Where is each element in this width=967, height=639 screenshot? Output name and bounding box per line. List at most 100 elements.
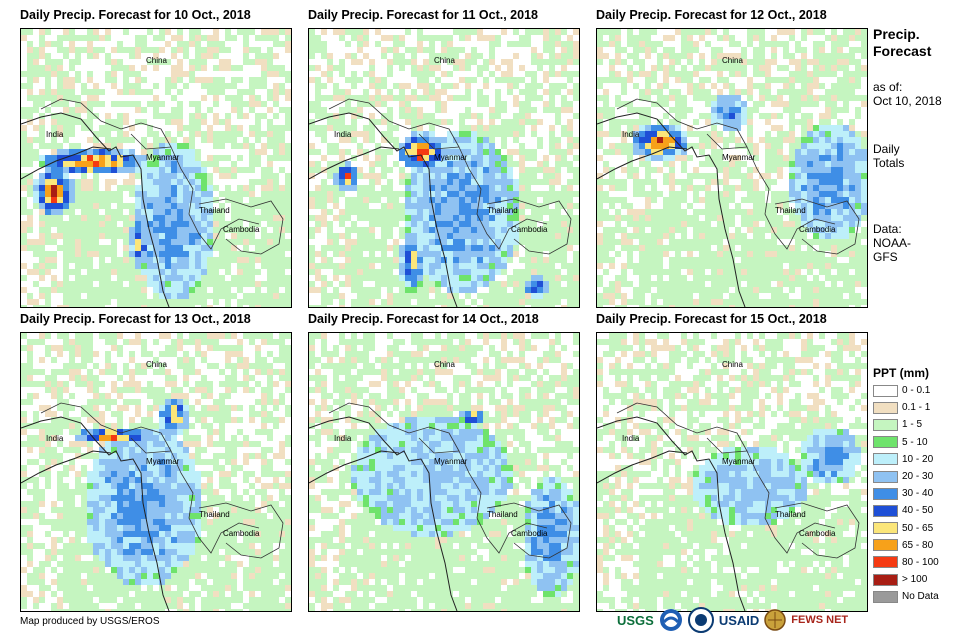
precip-cell [633, 47, 639, 53]
precip-cell [573, 155, 579, 161]
precip-cell [729, 89, 735, 95]
precip-cell [87, 155, 93, 161]
precip-cell [105, 357, 111, 363]
precip-cell [645, 245, 651, 251]
precip-cell [531, 251, 537, 257]
precip-cell [831, 35, 837, 41]
precip-cell [447, 227, 453, 233]
precip-cell [381, 149, 387, 155]
precip-cell [147, 239, 153, 245]
precip-cell [651, 191, 657, 197]
precip-cell [699, 239, 705, 245]
precip-cell [801, 149, 807, 155]
precip-cell [327, 221, 333, 227]
precip-cell [789, 233, 795, 239]
precip-cell [207, 41, 213, 47]
precip-cell [813, 71, 819, 77]
precip-cell [87, 339, 93, 345]
precip-cell [87, 167, 93, 173]
precip-cell [231, 137, 237, 143]
precip-cell [417, 179, 423, 185]
precip-cell [213, 77, 219, 83]
precip-cell [459, 287, 465, 293]
precip-cell [477, 71, 483, 77]
precip-cell [819, 59, 825, 65]
precip-cell [693, 29, 699, 35]
precip-cell [249, 233, 255, 239]
precip-cell [609, 197, 615, 203]
precip-cell [393, 47, 399, 53]
precip-cell [387, 179, 393, 185]
precip-cell [795, 281, 801, 287]
precip-cell [417, 107, 423, 113]
precip-cell [849, 29, 855, 35]
precip-cell [423, 215, 429, 221]
precip-cell [843, 179, 849, 185]
precip-cell [135, 185, 141, 191]
precip-cell [855, 71, 861, 77]
precip-cell [765, 131, 771, 137]
precip-cell [135, 107, 141, 113]
precip-cell [243, 215, 249, 221]
precip-cell [639, 59, 645, 65]
precip-cell [681, 137, 687, 143]
precip-cell [837, 53, 843, 59]
precip-cell [561, 185, 567, 191]
precip-cell [195, 333, 201, 339]
precip-cell [87, 119, 93, 125]
precip-cell [159, 287, 165, 293]
precip-cell [837, 227, 843, 233]
precip-cell [39, 29, 45, 35]
precip-cell [273, 287, 279, 293]
precip-cell [495, 35, 501, 41]
precip-cell [51, 209, 57, 215]
precip-cell [69, 203, 75, 209]
precip-cell [855, 185, 861, 191]
precip-cell [423, 269, 429, 275]
precip-cell [105, 137, 111, 143]
precip-cell [777, 89, 783, 95]
precip-cell [537, 65, 543, 71]
precip-cell [453, 233, 459, 239]
precip-cell [363, 173, 369, 179]
precip-cell [381, 101, 387, 107]
precip-cell [675, 77, 681, 83]
precip-cell [207, 89, 213, 95]
precip-cell [225, 245, 231, 251]
precip-cell [285, 215, 291, 221]
precip-cell [261, 59, 267, 65]
precip-cell [513, 101, 519, 107]
precip-cell [57, 185, 63, 191]
precip-cell [363, 185, 369, 191]
precip-cell [771, 215, 777, 221]
precip-cell [759, 113, 765, 119]
precip-cell [759, 35, 765, 41]
precip-cell [801, 275, 807, 281]
precip-cell [411, 89, 417, 95]
precip-cell [789, 107, 795, 113]
precip-cell [633, 53, 639, 59]
precip-cell [855, 269, 861, 275]
precip-cell [657, 53, 663, 59]
precip-cell [33, 95, 39, 101]
precip-cell [27, 143, 33, 149]
precip-cell [21, 245, 27, 251]
precip-cell [201, 263, 207, 269]
precip-cell [855, 77, 861, 83]
precip-cell [147, 257, 153, 263]
precip-cell [315, 131, 321, 137]
precip-cell [843, 299, 849, 305]
precip-cell [279, 155, 285, 161]
precip-cell [129, 239, 135, 245]
precip-cell [777, 95, 783, 101]
precip-cell [75, 95, 81, 101]
precip-cell [213, 155, 219, 161]
precip-cell [459, 119, 465, 125]
precip-cell [513, 227, 519, 233]
precip-cell [135, 47, 141, 53]
precip-cell [513, 287, 519, 293]
precip-cell [477, 161, 483, 167]
precip-cell [555, 233, 561, 239]
precip-cell [219, 333, 225, 339]
label-india: India [334, 130, 352, 139]
